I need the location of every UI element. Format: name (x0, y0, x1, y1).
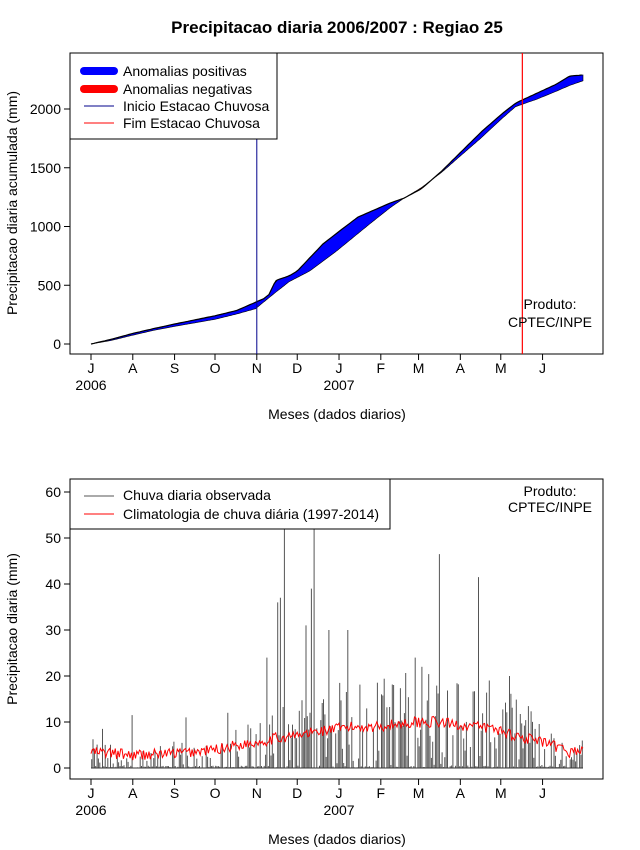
x-tick-label: A (456, 360, 466, 376)
x-tick-label: A (128, 785, 138, 801)
x-tick-label: J (539, 360, 546, 376)
y-tick-label: 1500 (30, 160, 61, 176)
top-legend-box (69, 52, 278, 140)
top-plot-frame (69, 52, 604, 355)
y-tick-label: 30 (45, 622, 61, 638)
x-tick-label: M (413, 785, 425, 801)
bottom-product-label-line2: CPTEC/INPE (508, 499, 592, 515)
y-tick-label: 60 (45, 484, 61, 500)
year-label-2006: 2006 (75, 802, 106, 818)
top-y-axis-label: Precipitacao diaria acumulada (mm) (4, 91, 20, 315)
y-tick-label: 40 (45, 576, 61, 592)
year-label-2007: 2007 (323, 802, 354, 818)
legend-start-label: Inicio Estacao Chuvosa (123, 98, 270, 114)
x-tick-label: S (170, 360, 179, 376)
legend-climatology-label: Climatologia de chuva diária (1997-2014) (123, 506, 379, 522)
x-tick-label: A (128, 360, 138, 376)
anomaly-positive-area (431, 74, 584, 181)
x-tick-label: N (252, 785, 262, 801)
x-tick-label: O (210, 785, 221, 801)
bottom-y-axis-label: Precipitacao diaria (mm) (4, 553, 20, 705)
x-tick-label: S (170, 785, 179, 801)
anomaly-positive-area (90, 196, 406, 345)
top-product-label-line2: CPTEC/INPE (508, 314, 592, 330)
chart-title: Precipitacao diaria 2006/2007 : Regiao 2… (171, 18, 503, 37)
x-tick-label: J (539, 785, 546, 801)
top-x-axis-label: Meses (dados diarios) (268, 406, 406, 422)
top-legend: Anomalias positivas Anomalias negativas … (69, 52, 278, 140)
legend-end-label: Fim Estacao Chuvosa (123, 115, 260, 131)
y-tick-label: 50 (45, 530, 61, 546)
x-tick-label: J (88, 360, 95, 376)
climatology-line (90, 715, 584, 761)
top-product-label-line1: Produto: (524, 296, 577, 312)
x-tick-label: J (336, 360, 343, 376)
x-tick-label: N (252, 360, 262, 376)
bottom-legend-box (69, 478, 391, 530)
x-tick-label: F (377, 785, 386, 801)
observed-cumulative-line (90, 74, 582, 345)
legend-positive-label: Anomalias positivas (123, 63, 247, 79)
legend-observed-label: Chuva diaria observada (123, 487, 271, 503)
x-tick-label: F (377, 360, 386, 376)
x-tick-label: M (413, 360, 425, 376)
y-tick-label: 500 (38, 277, 62, 293)
legend-negative-label: Anomalias negativas (123, 81, 252, 97)
x-tick-label: M (495, 360, 507, 376)
x-tick-label: M (495, 785, 507, 801)
x-tick-label: A (456, 785, 466, 801)
y-tick-label: 1000 (30, 219, 61, 235)
y-tick-label: 0 (53, 760, 61, 776)
y-tick-label: 20 (45, 668, 61, 684)
year-label-2007: 2007 (323, 377, 354, 393)
x-tick-label: O (210, 360, 221, 376)
bottom-x-axis-label: Meses (dados diarios) (268, 831, 406, 847)
x-tick-label: D (292, 785, 302, 801)
y-tick-label: 10 (45, 714, 61, 730)
bottom-legend: Chuva diaria observada Climatologia de c… (69, 478, 391, 530)
x-tick-label: J (88, 785, 95, 801)
y-tick-label: 0 (53, 336, 61, 352)
y-tick-label: 2000 (30, 101, 61, 117)
x-tick-label: D (292, 360, 302, 376)
bottom-product-label-line1: Produto: (524, 483, 577, 499)
year-label-2006: 2006 (75, 377, 106, 393)
x-tick-label: J (336, 785, 343, 801)
